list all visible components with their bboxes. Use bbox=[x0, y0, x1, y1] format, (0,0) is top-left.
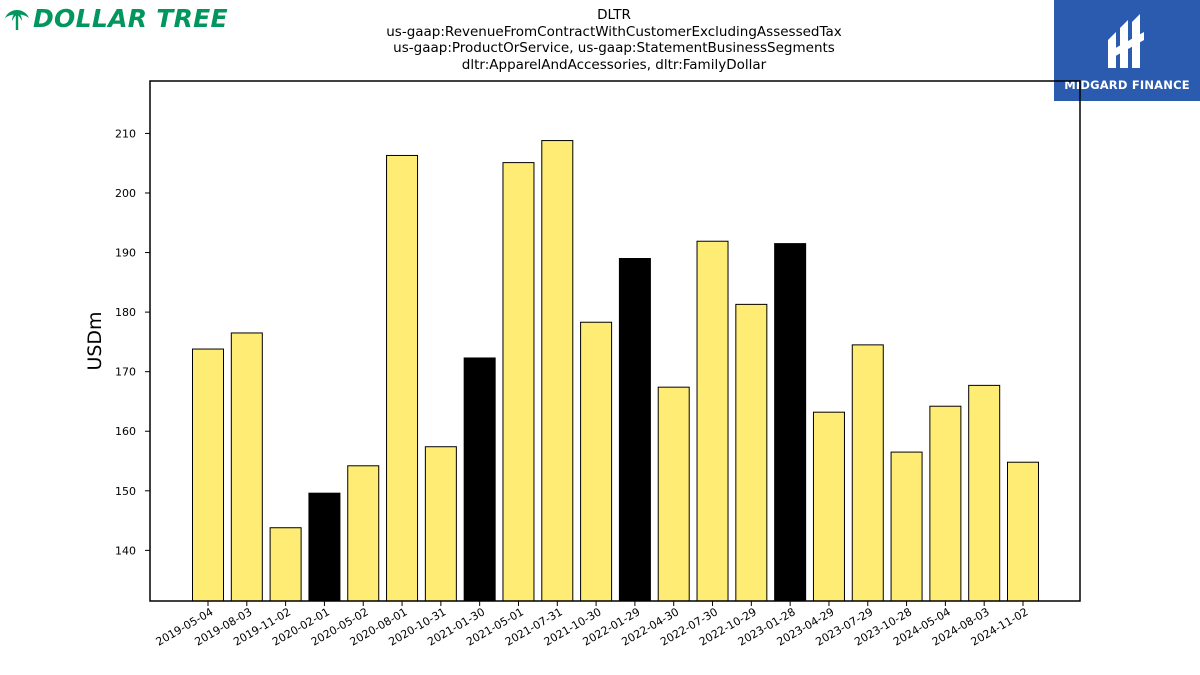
bar-2024-05-04 bbox=[929, 405, 962, 602]
partner-name: MIDGARD FINANCE bbox=[1064, 78, 1190, 92]
y-tick-label: 190 bbox=[115, 247, 136, 260]
chart-title-line: dltr:ApparelAndAccessories, dltr:FamilyD… bbox=[461, 56, 767, 73]
bar-2019-08-03 bbox=[230, 332, 263, 602]
bar-2021-10-30 bbox=[580, 321, 613, 602]
bar-2021-07-31 bbox=[541, 140, 574, 602]
palm-tree-icon bbox=[5, 10, 29, 30]
bar-2023-04-29 bbox=[812, 411, 845, 602]
bar-2022-10-29 bbox=[735, 303, 768, 602]
bar-2022-01-29 bbox=[618, 258, 651, 602]
y-tick-label: 210 bbox=[115, 127, 136, 140]
bar-2022-04-30 bbox=[657, 386, 690, 602]
bar-2019-11-02 bbox=[269, 527, 302, 602]
midgard-mark-icon bbox=[1108, 14, 1144, 68]
bar-2024-08-03 bbox=[968, 384, 1001, 602]
bar-2022-07-30 bbox=[696, 240, 729, 602]
y-tick-label: 180 bbox=[115, 306, 136, 319]
y-tick-label: 200 bbox=[115, 187, 136, 200]
chart-title-line: us-gaap:ProductOrService, us-gaap:Statem… bbox=[393, 40, 835, 56]
bar-2020-05-02 bbox=[347, 465, 380, 602]
y-tick-label: 170 bbox=[115, 366, 136, 379]
plot-frame bbox=[149, 80, 1081, 602]
partner-logo: MIDGARD FINANCE bbox=[1054, 0, 1200, 101]
bar-2023-07-29 bbox=[851, 344, 884, 602]
bar-2023-01-28 bbox=[774, 243, 807, 602]
y-tick-label: 160 bbox=[115, 425, 136, 438]
bar-2021-01-30 bbox=[463, 357, 496, 602]
x-axis-ticks: 2019-05-042019-08-032019-11-022020-02-01… bbox=[154, 601, 1031, 649]
chart-title-line: us-gaap:RevenueFromContractWithCustomerE… bbox=[386, 23, 842, 40]
bar-2019-05-04 bbox=[192, 348, 224, 602]
y-axis-label: USDm bbox=[84, 311, 106, 370]
bar-2023-10-28 bbox=[890, 451, 923, 602]
bar-2020-10-31 bbox=[424, 446, 457, 602]
bar-2020-08-01 bbox=[386, 154, 419, 602]
bar-2021-05-01 bbox=[502, 162, 535, 602]
bar-2024-11-02 bbox=[1007, 461, 1039, 602]
y-axis-ticks: 140 150 160 170 180 190 200 210 bbox=[115, 127, 150, 557]
y-tick-label: 150 bbox=[115, 485, 136, 498]
chart-title-line: DLTR bbox=[597, 7, 631, 23]
y-tick-label: 140 bbox=[115, 544, 136, 557]
bar-2020-02-01 bbox=[308, 492, 341, 602]
brand-name: DOLLAR TREE bbox=[33, 4, 228, 33]
bars bbox=[192, 140, 1039, 602]
chart-title: DLTR us-gaap:RevenueFromContractWithCust… bbox=[314, 7, 914, 73]
brand-logo: DOLLAR TREE bbox=[4, 4, 228, 34]
